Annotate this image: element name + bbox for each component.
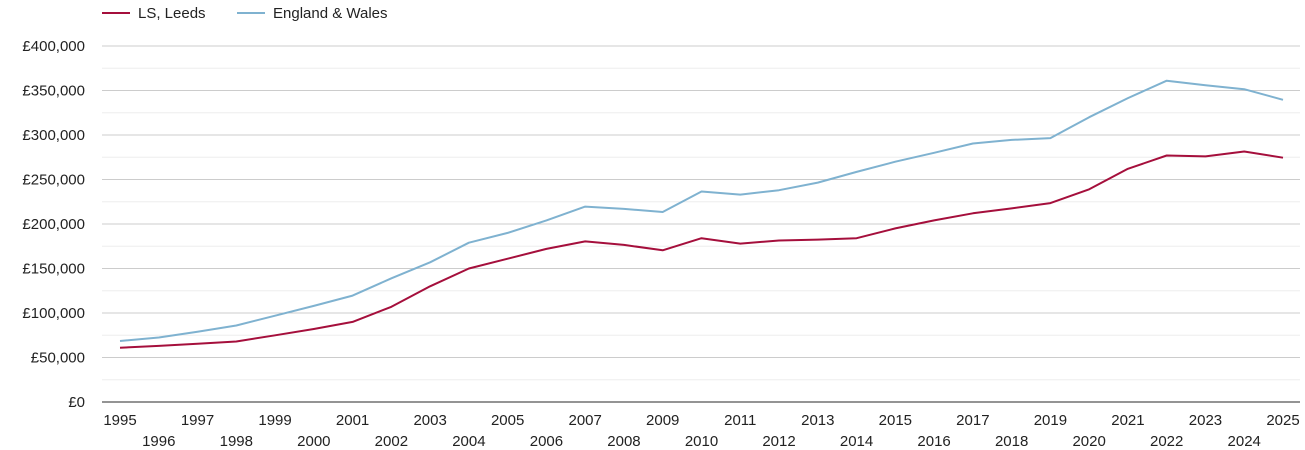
x-tick-label: 1996 <box>142 433 175 450</box>
x-tick-label: 1995 <box>103 412 136 429</box>
series-line-ls-leeds <box>119 150 1284 349</box>
chart-grid <box>102 45 1300 403</box>
y-tick-label: £200,000 <box>22 216 85 233</box>
x-tick-label: 2023 <box>1189 412 1222 429</box>
x-tick-label: 1998 <box>220 433 253 450</box>
x-tick-label: 2000 <box>297 433 330 450</box>
y-tick-label: £100,000 <box>22 305 85 322</box>
y-tick-label: £350,000 <box>22 83 85 100</box>
x-tick-label: 2021 <box>1111 412 1144 429</box>
x-axis-labels: 1995 1996 1997 1998 1999 2000 2001 2002 2003 2004… <box>103 412 1299 450</box>
x-tick-label: 2006 <box>530 433 563 450</box>
legend-swatch-ls-leeds <box>102 12 130 14</box>
x-tick-label: 2022 <box>1150 433 1183 450</box>
x-tick-label: 2005 <box>491 412 524 429</box>
y-tick-label: £50,000 <box>31 350 85 367</box>
legend-label-ls-leeds: LS, Leeds <box>138 4 206 22</box>
x-tick-label: 2014 <box>840 433 873 450</box>
x-tick-label: 2012 <box>762 433 795 450</box>
x-tick-label: 2017 <box>956 412 989 429</box>
series-line-england-wales <box>119 79 1284 342</box>
legend-label-england-wales: England & Wales <box>273 4 388 22</box>
x-tick-label: 2004 <box>452 433 485 450</box>
x-tick-label: 2020 <box>1072 433 1105 450</box>
y-tick-label: £0 <box>68 394 85 411</box>
y-tick-label: £300,000 <box>22 127 85 144</box>
legend-item-ls-leeds[interactable]: LS, Leeds <box>102 4 206 22</box>
y-tick-label: £400,000 <box>22 38 85 55</box>
x-tick-label: 2015 <box>879 412 912 429</box>
x-tick-label: 2018 <box>995 433 1028 450</box>
x-tick-label: 2013 <box>801 412 834 429</box>
x-tick-label: 2011 <box>724 412 756 429</box>
x-tick-label: 2002 <box>375 433 408 450</box>
x-tick-label: 1997 <box>181 412 214 429</box>
x-tick-label: 2007 <box>569 412 602 429</box>
x-tick-label: 2025 <box>1266 412 1299 429</box>
x-tick-label: 1999 <box>258 412 291 429</box>
x-tick-label: 2024 <box>1228 433 1261 450</box>
legend-item-england-wales[interactable]: England & Wales <box>237 4 388 22</box>
chart-series <box>119 79 1284 349</box>
legend-swatch-england-wales <box>237 12 265 14</box>
x-tick-label: 2001 <box>336 412 369 429</box>
y-axis-labels: £0 £50,000 £100,000 £150,000 £200,000 £250,00… <box>22 38 85 411</box>
y-tick-label: £250,000 <box>22 172 85 189</box>
x-tick-label: 2009 <box>646 412 679 429</box>
x-tick-label: 2016 <box>917 433 950 450</box>
x-tick-label: 2008 <box>607 433 640 450</box>
x-tick-label: 2003 <box>413 412 446 429</box>
x-tick-label: 2010 <box>685 433 718 450</box>
y-tick-label: £150,000 <box>22 261 85 278</box>
x-tick-label: 2019 <box>1034 412 1067 429</box>
